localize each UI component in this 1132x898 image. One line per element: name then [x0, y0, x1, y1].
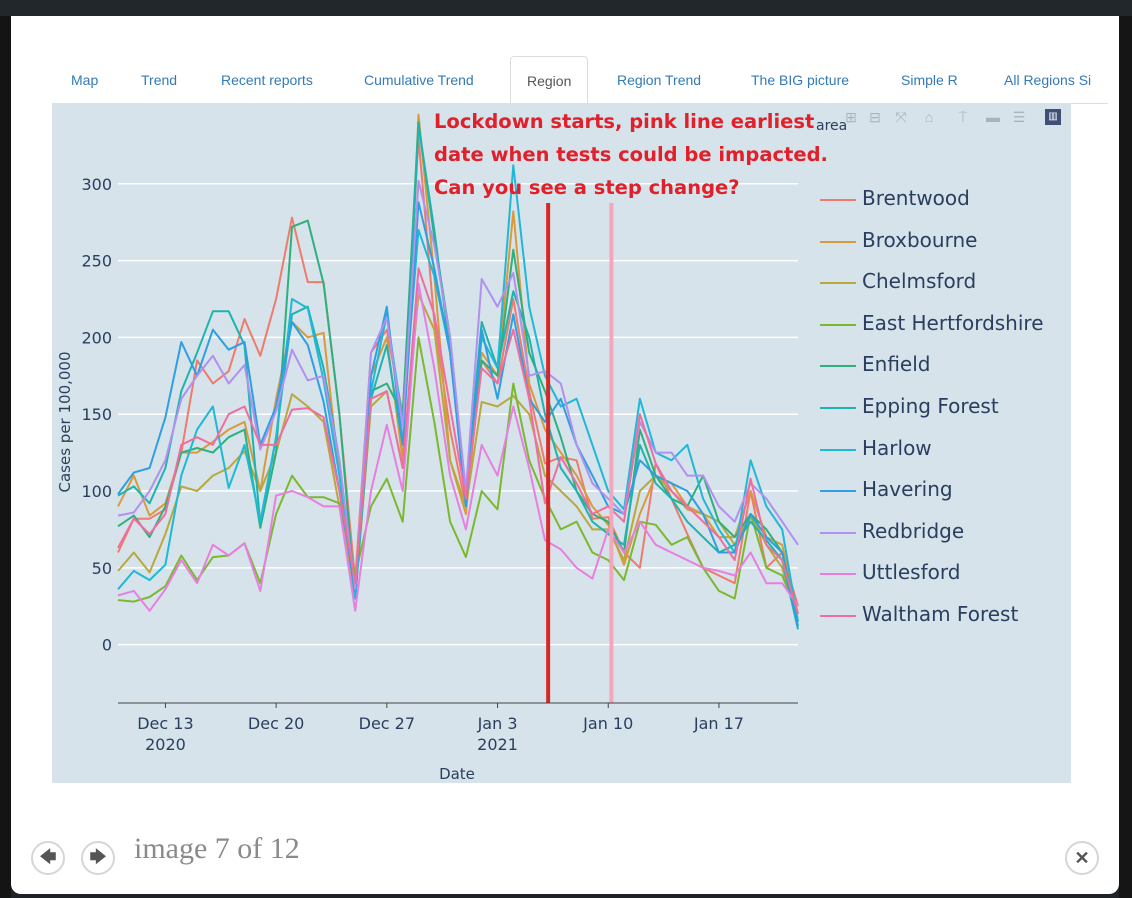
backdrop-left — [0, 16, 11, 898]
chart-annotation: Lockdown starts, pink line earliest date… — [434, 105, 828, 204]
backdrop-right — [1119, 16, 1132, 898]
legend-label: Brentwood — [862, 186, 970, 210]
y-tick-label: 250 — [81, 252, 112, 271]
series-lines — [117, 113, 799, 630]
tab-simple-r[interactable]: Simple R — [901, 72, 958, 88]
series-line-uttlesford — [117, 282, 799, 612]
annotation-line-3: Can you see a step change? — [434, 176, 740, 199]
arrow-left-icon: 🡄 — [39, 849, 57, 866]
autoscale-icon[interactable]: ⤧ — [895, 109, 907, 125]
x-tick-label: Jan 17 — [693, 714, 744, 733]
y-tick-label: 200 — [81, 328, 112, 347]
series-line-redbridge — [117, 179, 799, 591]
tab-bar: Map Trend Recent reports Cumulative Tren… — [52, 56, 1108, 104]
legend-swatch — [820, 531, 856, 534]
series-line-waltham-forest — [117, 267, 799, 615]
next-image-button[interactable]: 🡆 — [81, 841, 115, 875]
legend-label: Enfield — [862, 352, 931, 377]
x-tick-sublabel: 2021 — [477, 735, 518, 754]
legend-label: Uttlesford — [862, 560, 961, 585]
spike-lines-icon[interactable]: ⍑ — [958, 109, 968, 125]
legend-swatch — [820, 240, 856, 243]
browser-top-bar — [0, 0, 1132, 16]
tab-cumulative-trend[interactable]: Cumulative Trend — [364, 72, 474, 88]
arrow-right-icon: 🡆 — [89, 849, 107, 866]
legend-swatch — [820, 323, 856, 326]
tab-region-trend[interactable]: Region Trend — [617, 72, 702, 88]
legend-label: Chelmsford — [862, 269, 977, 294]
prev-image-button[interactable]: 🡄 — [31, 841, 65, 875]
tab-big-picture[interactable]: The BIG picture — [751, 72, 850, 88]
hover-compare-icon[interactable]: ☰ — [1012, 109, 1026, 125]
y-tick-labels: 0 50 100 150 200 250 300 — [81, 175, 112, 655]
x-tick-label: Jan 3 — [477, 714, 518, 733]
legend-label: Havering — [862, 477, 953, 502]
legend-swatch — [820, 365, 856, 368]
zoom-out-icon[interactable]: ⊟ — [869, 109, 881, 125]
x-tick-labels: Dec 13 2020 Dec 20 Dec 27 Jan 3 2021 Jan 10 Jan… — [137, 703, 744, 754]
image-counter: image 7 of 12 — [134, 832, 300, 865]
legend-title: area — [816, 118, 848, 134]
y-tick-label: 50 — [92, 559, 112, 578]
zoom-in-icon[interactable]: ⊞ — [845, 109, 857, 125]
legend-swatch — [820, 199, 856, 201]
legend-label: Broxbourne — [862, 227, 978, 252]
x-tick-label: Jan 10 — [582, 714, 633, 733]
x-axis-title: Date — [439, 765, 475, 783]
y-axis-title: Cases per 100,000 — [56, 351, 74, 492]
legend-label: East Hertfordshire — [862, 310, 1044, 335]
series-line-chelmsford — [117, 293, 799, 622]
hover-closest-icon[interactable]: ▬ — [986, 109, 1000, 125]
annotation-line-1: Lockdown starts, pink line earliest — [434, 110, 815, 133]
tab-trend[interactable]: Trend — [141, 72, 178, 88]
series-line-havering — [117, 201, 799, 627]
y-tick-label: 150 — [81, 405, 112, 424]
legend-swatch — [820, 573, 856, 576]
legend-swatch — [820, 406, 856, 409]
tab-all-regions[interactable]: All Regions Si — [1004, 72, 1092, 88]
legend-label: Redbridge — [862, 518, 965, 543]
y-tick-label: 300 — [81, 175, 112, 194]
legend-swatch — [820, 448, 856, 451]
x-tick-sublabel: 2020 — [145, 735, 186, 754]
close-button[interactable]: ✕ — [1065, 841, 1099, 875]
tab-recent-reports[interactable]: Recent reports — [221, 72, 313, 88]
annotation-line-2: date when tests could be impacted. — [434, 143, 828, 166]
close-icon: ✕ — [1074, 848, 1090, 868]
tab-region[interactable]: Region — [510, 56, 589, 104]
x-tick-label: Dec 27 — [359, 714, 415, 733]
legend-swatch — [820, 614, 856, 617]
x-tick-label: Dec 13 — [137, 714, 193, 733]
legend-label: Waltham Forest — [862, 601, 1019, 626]
plotly-logo-icon[interactable]: ▥ — [1045, 109, 1061, 125]
legend-swatch — [820, 490, 856, 493]
tab-map[interactable]: Map — [71, 72, 99, 88]
legend-swatch — [820, 282, 856, 285]
annotation-lines — [546, 203, 614, 703]
legend-label: Harlow — [862, 435, 932, 460]
series-line-brentwood — [117, 136, 799, 607]
reset-axes-icon[interactable]: ⌂ — [924, 109, 934, 125]
y-tick-label: 0 — [102, 636, 112, 655]
x-tick-label: Dec 20 — [248, 714, 304, 733]
legend-label: Epping Forest — [862, 393, 999, 418]
y-tick-label: 100 — [81, 482, 112, 501]
